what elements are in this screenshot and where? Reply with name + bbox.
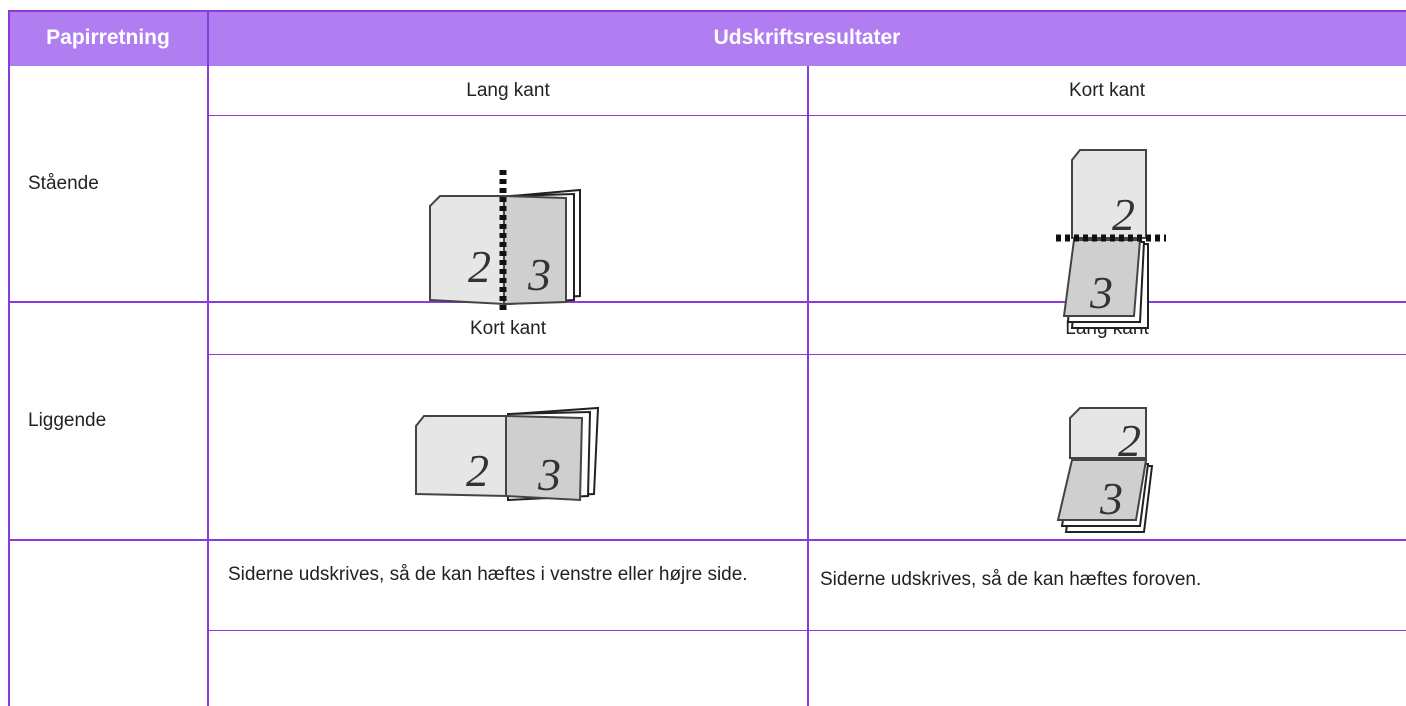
page-number: 3 [537,449,561,500]
orientation: Stående [28,173,99,194]
border [8,539,1406,541]
header-cell: Udskriftsresultater [208,10,1406,66]
illustration: 2 3 [1056,407,1154,533]
note: Siderne udskrives, så de kan hæftes i ve… [228,564,748,585]
edge-label: Kort kant [1068,80,1146,101]
border [208,630,1406,631]
illustration: 2 3 [415,406,600,502]
page-number: 3 [1099,473,1123,524]
page-number: 2 [1112,189,1135,240]
border [8,10,10,706]
page-number: 2 [466,445,489,496]
illustration: 2 3 [1056,149,1166,329]
border [208,354,1406,355]
border [807,66,809,706]
header-cell: Papirretning [8,10,208,66]
page-number: 2 [468,241,491,292]
page-number: 3 [527,249,551,300]
illustration: 2 3 [429,170,581,312]
page-number: 2 [1118,415,1141,466]
edge-label: Lang kant [466,80,550,101]
border [208,115,1406,116]
note: Siderne udskrives, så de kan hæftes foro… [820,569,1202,590]
border [207,10,209,706]
border [8,10,1406,12]
orientation: Liggende [28,410,107,431]
edge-label: Kort kant [469,317,547,339]
border [8,301,1406,303]
page-number: 3 [1089,267,1113,318]
